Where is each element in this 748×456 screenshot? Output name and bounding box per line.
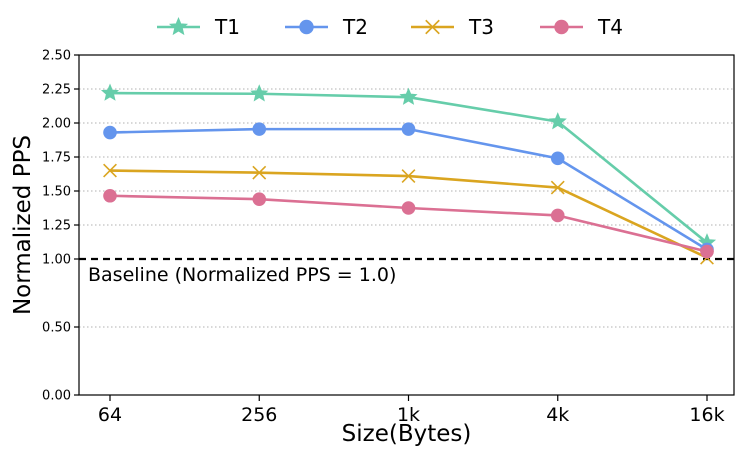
series-layer bbox=[100, 83, 717, 265]
x-axis-ticks: 64 256 1k 4k 16k bbox=[98, 395, 725, 426]
legend-marker bbox=[554, 19, 569, 35]
legend-item-T4: T4 bbox=[540, 15, 623, 39]
y-axis-label: Normalized PPS bbox=[10, 135, 36, 315]
data-point-T4 bbox=[700, 244, 714, 259]
data-point-T4 bbox=[401, 201, 416, 215]
legend-label: T4 bbox=[597, 15, 623, 39]
data-point-T3 bbox=[252, 165, 267, 180]
legend-label: T2 bbox=[342, 15, 368, 39]
data-point-T3 bbox=[103, 163, 117, 178]
y-tick-label: 1.25 bbox=[42, 219, 71, 234]
legend-marker bbox=[168, 16, 189, 36]
data-point-T4 bbox=[103, 188, 117, 203]
data-point-T2 bbox=[550, 151, 565, 166]
x-tick-label: 16k bbox=[689, 404, 724, 426]
series-line-T1 bbox=[109, 91, 708, 244]
legend-item-T2: T2 bbox=[285, 15, 368, 39]
data-point-T4 bbox=[252, 192, 267, 206]
x-axis-label: Size(Bytes) bbox=[342, 421, 472, 447]
y-tick-label: 0.00 bbox=[42, 389, 71, 404]
y-axis-ticks: 0.00 0.50 1.00 1.25 1.50 1.75 2.00 2.25 2.50 bbox=[42, 49, 79, 404]
baseline: Baseline (Normalized PPS = 1.0) bbox=[79, 257, 734, 286]
y-tick-label: 2.50 bbox=[42, 49, 71, 64]
series-line-T2 bbox=[109, 127, 708, 251]
data-point-T1 bbox=[100, 83, 120, 101]
baseline-label: Baseline (Normalized PPS = 1.0) bbox=[88, 264, 396, 286]
data-point-T2 bbox=[103, 125, 117, 140]
data-point-T1 bbox=[399, 87, 418, 105]
x-marker-stroke bbox=[252, 165, 267, 180]
legend: T1 T2 T3 T4 bbox=[157, 15, 623, 39]
legend-label: T3 bbox=[468, 15, 494, 39]
legend-label: T1 bbox=[214, 15, 240, 39]
y-tick-label: 1.00 bbox=[42, 253, 71, 268]
x-tick-label: 1k bbox=[397, 404, 420, 426]
y-tick-label: 2.25 bbox=[42, 83, 71, 98]
x-tick-label: 64 bbox=[98, 404, 122, 426]
y-tick-label: 1.75 bbox=[42, 151, 71, 166]
x-marker-stroke bbox=[103, 163, 117, 178]
x-tick-label: 256 bbox=[241, 404, 277, 426]
data-point-T1 bbox=[250, 84, 269, 102]
x-marker-stroke bbox=[401, 169, 416, 183]
y-tick-label: 1.50 bbox=[42, 185, 71, 200]
data-point-T4 bbox=[550, 208, 565, 223]
legend-item-T3: T3 bbox=[411, 15, 494, 39]
x-tick-label: 4k bbox=[546, 404, 569, 426]
y-tick-label: 0.50 bbox=[42, 321, 71, 336]
data-point-T2 bbox=[401, 122, 416, 136]
legend-marker bbox=[299, 19, 314, 35]
legend-item-T1: T1 bbox=[157, 15, 240, 39]
x-marker-stroke bbox=[425, 19, 440, 35]
series-T3 bbox=[103, 163, 714, 265]
series-T2 bbox=[103, 122, 714, 257]
series-T1 bbox=[100, 83, 717, 251]
x-marker-stroke bbox=[550, 180, 565, 195]
data-point-T2 bbox=[252, 122, 267, 136]
data-point-T1 bbox=[548, 112, 567, 130]
y-tick-label: 2.00 bbox=[42, 117, 71, 132]
legend-marker bbox=[425, 19, 440, 35]
series-T4 bbox=[103, 188, 714, 259]
data-point-T3 bbox=[550, 180, 565, 195]
data-point-T3 bbox=[401, 169, 416, 183]
